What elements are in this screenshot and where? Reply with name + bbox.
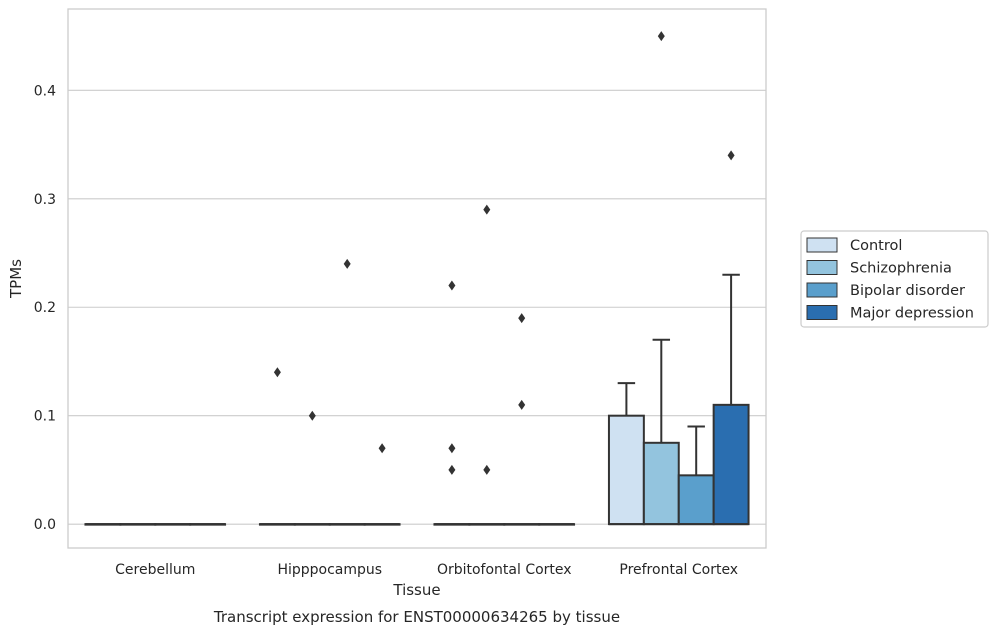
- box-2-4: [642, 31, 680, 526]
- outlier-point-2: [518, 399, 526, 410]
- outlier-point-1: [378, 443, 386, 454]
- outlier-point-2: [483, 464, 491, 475]
- box-body: [712, 403, 750, 526]
- y-tick-label-1: 0.1: [34, 409, 56, 425]
- outlier-point-3: [448, 280, 456, 291]
- y-tick-label-0: 0.0: [34, 517, 56, 533]
- box-plot-series: [84, 31, 750, 526]
- x-axis-label: Tissue: [392, 581, 440, 599]
- box-3-1: [154, 523, 192, 526]
- box-4-1: [189, 523, 227, 526]
- outlier-point-2: [448, 464, 456, 475]
- outlier-point-1: [483, 204, 491, 215]
- box-4-3: [538, 523, 576, 526]
- legend-frame: [800, 230, 989, 328]
- x-axis-ticks: Cerebellum Hipppocampus Orbitofontal Corte…: [115, 562, 738, 578]
- chart-title: Transcript expression for ENST0000063426…: [213, 608, 620, 626]
- legend-swatch-3: [806, 282, 838, 298]
- y-axis-ticks: 0.0 0.1 0.2 0.3 0.4: [34, 83, 56, 533]
- outlier-point-1: [518, 313, 526, 324]
- box-2-1: [119, 523, 157, 526]
- legend-label-1: Control: [850, 238, 902, 254]
- outlier-point-1: [273, 367, 281, 378]
- y-axis-label: TPMs: [7, 259, 25, 299]
- box-body: [677, 474, 715, 526]
- box-1-3: [433, 280, 471, 526]
- x-tick-label-1: Hipppocampus: [277, 562, 382, 578]
- y-tick-label-4: 0.4: [34, 83, 56, 99]
- box-body: [642, 441, 680, 526]
- box-body: [607, 414, 645, 526]
- box-4-4: [712, 150, 750, 526]
- outlier-point-1: [657, 31, 665, 42]
- legend-label-3: Bipolar disorder: [850, 283, 965, 299]
- legend: Control Schizophrenia Bipolar disorder Majo…: [800, 230, 989, 328]
- x-tick-label-2: Orbitofontal Cortex: [437, 562, 572, 578]
- outlier-point-1: [343, 258, 351, 269]
- box-1-4: [607, 382, 645, 526]
- legend-swatch-4: [806, 305, 838, 320]
- box-1-2: [258, 367, 296, 526]
- box-1-1: [84, 523, 122, 526]
- box-3-2: [328, 258, 366, 526]
- y-tick-label-2: 0.2: [34, 300, 56, 316]
- legend-swatch-2: [806, 260, 838, 275]
- box-3-3: [503, 313, 541, 526]
- legend-label-4: Major depression: [850, 306, 974, 322]
- outlier-point-1: [448, 443, 456, 454]
- box-4-2: [363, 443, 401, 526]
- box-2-3: [468, 204, 506, 526]
- outlier-point-1: [308, 410, 316, 421]
- axes-frame: [67, 8, 767, 549]
- legend-label-2: Schizophrenia: [850, 261, 952, 277]
- box-3-4: [677, 425, 715, 526]
- x-tick-label-0: Cerebellum: [115, 562, 195, 578]
- legend-swatch-1: [806, 237, 838, 253]
- outlier-point-1: [727, 150, 735, 161]
- x-tick-label-3: Prefrontal Cortex: [619, 562, 738, 578]
- y-tick-label-3: 0.3: [34, 192, 56, 208]
- box-2-2: [293, 410, 331, 526]
